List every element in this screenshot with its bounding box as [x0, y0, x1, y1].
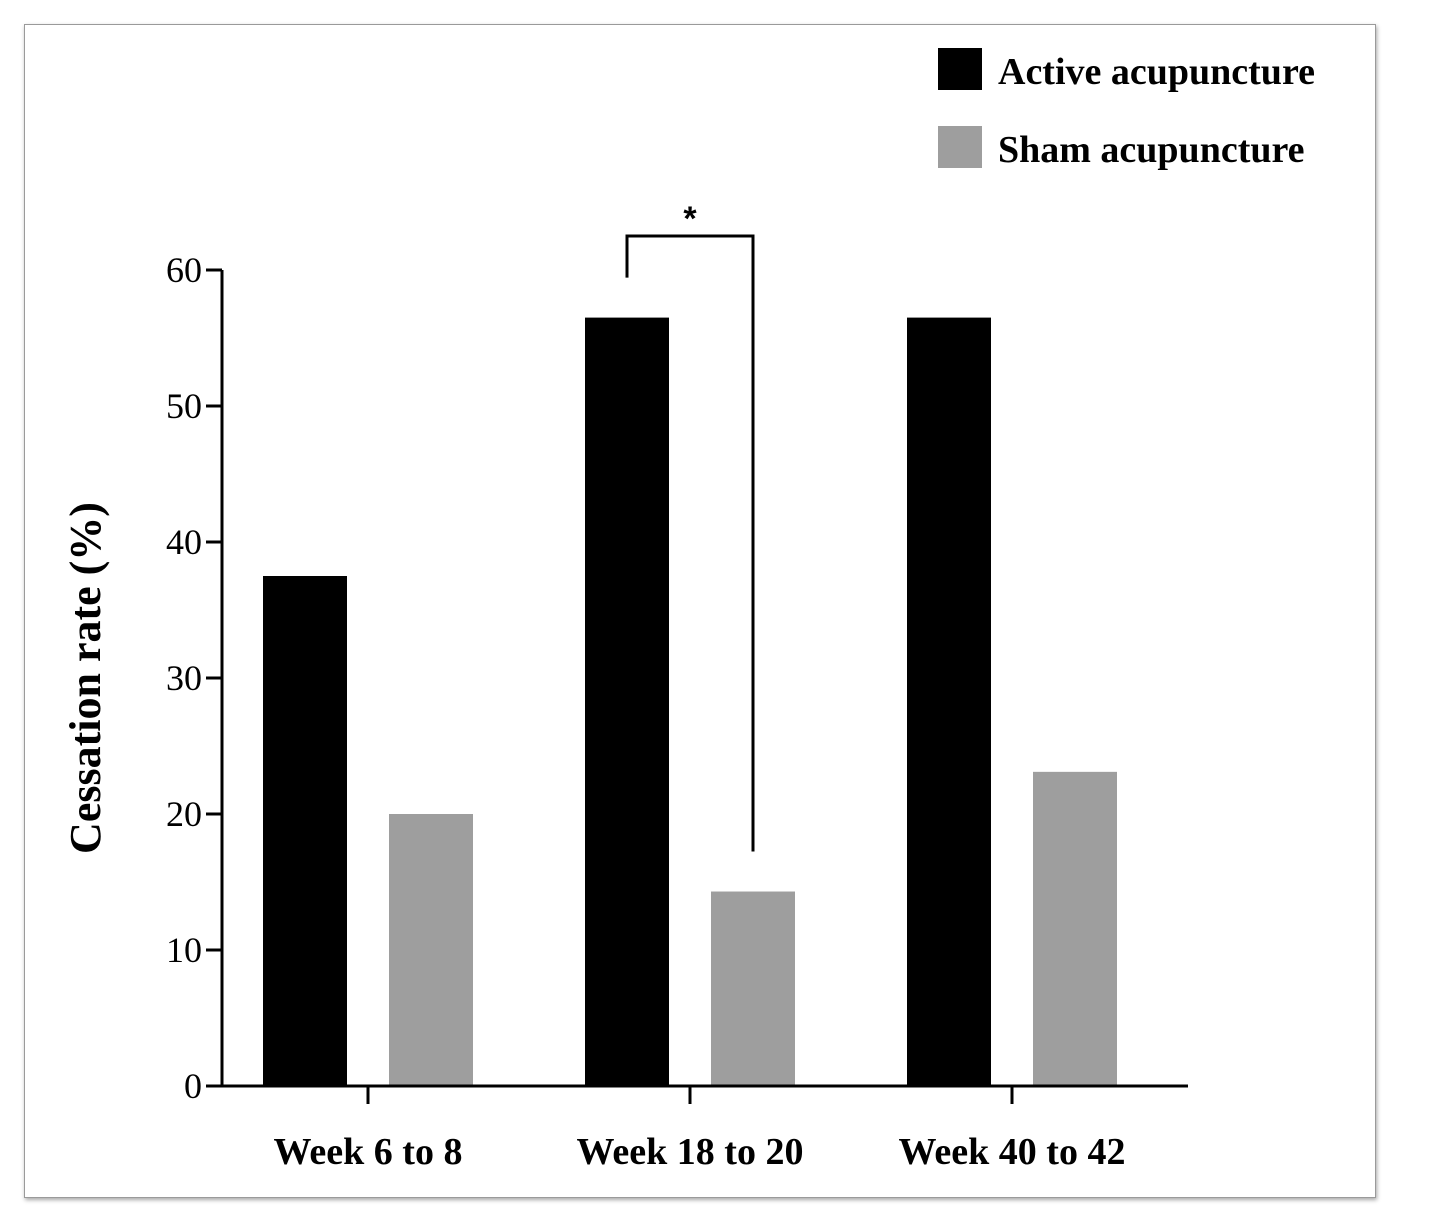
bars-layer: [263, 317, 1117, 1087]
y-tick-label: 60: [166, 250, 202, 290]
legend-label-active: Active acupuncture: [998, 51, 1315, 93]
bar-sham-2: [711, 891, 795, 1086]
bar-sham-3: [1033, 771, 1117, 1086]
y-axis-title: Cessation rate (%): [61, 502, 110, 854]
x-tick-label: Week 18 to 20: [577, 1131, 804, 1173]
x-tick-label: Week 6 to 8: [274, 1131, 463, 1173]
y-tick-label: 40: [166, 522, 202, 562]
legend: Active acupuncture Sham acupuncture: [938, 48, 1315, 171]
significance-bracket: [625, 234, 755, 852]
legend-swatch-active: [938, 48, 982, 90]
y-tick-label: 50: [166, 386, 202, 426]
bar-active-1: [263, 576, 347, 1086]
labels-layer: 0 10 20 30 40 50 60 Week 6 to 8 Week 18 to 20 Wee…: [166, 250, 1125, 1173]
significance-asterisk: *: [683, 200, 697, 238]
significance-annotation: *: [625, 200, 755, 852]
bar-sham-1: [389, 814, 473, 1086]
y-tick-label: 20: [166, 794, 202, 834]
x-tick-label: Week 40 to 42: [899, 1131, 1126, 1173]
y-tick-label: 0: [184, 1066, 202, 1106]
figure-frame: [24, 24, 1376, 1198]
axes-layer: [206, 268, 1188, 1104]
legend-label-sham: Sham acupuncture: [998, 129, 1305, 171]
legend-swatch-sham: [938, 126, 982, 168]
bar-active-3: [907, 317, 991, 1087]
y-tick-label: 30: [166, 658, 202, 698]
bar-active-2: [585, 317, 669, 1087]
y-tick-label: 10: [166, 930, 202, 970]
